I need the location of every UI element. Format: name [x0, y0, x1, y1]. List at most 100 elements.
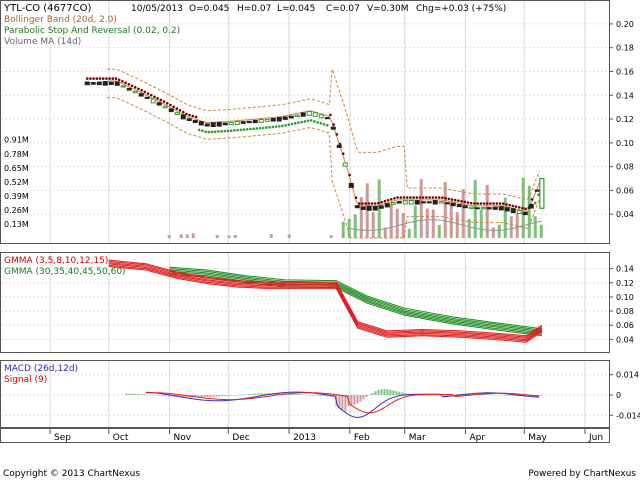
macd-histogram-bar	[215, 395, 218, 397]
macd-histogram-bar	[140, 394, 143, 395]
price-candle	[450, 202, 456, 207]
sar-dot	[521, 206, 524, 210]
macd-histogram-bar	[398, 391, 401, 395]
volume-bar	[533, 216, 537, 238]
volume-tick-label: 0.91M	[4, 136, 29, 145]
price-candle	[486, 207, 492, 210]
macd-histogram-bar	[401, 392, 404, 395]
sar-dot	[220, 130, 223, 133]
macd-histogram-bar	[374, 391, 377, 395]
macd-histogram-bar	[134, 393, 137, 395]
sar-dot	[437, 196, 441, 199]
legend-gmma-short: GMMA (3,5,8,10,12,15)	[4, 256, 108, 266]
sar-dot	[332, 123, 335, 126]
macd-histogram-bar	[395, 391, 398, 395]
macd-histogram-bar	[254, 393, 257, 395]
macd-histogram-bar	[149, 394, 152, 396]
sar-dot	[354, 196, 358, 200]
sar-dot	[479, 202, 483, 205]
sar-dot	[137, 87, 140, 91]
volume-bar	[401, 212, 405, 238]
close-label: C=0.07	[326, 4, 360, 14]
volume-bar	[449, 200, 453, 238]
macd-histogram-bar	[386, 389, 389, 395]
sar-dot	[508, 203, 511, 207]
volume-tick-label: 0.52M	[4, 178, 29, 187]
macd-histogram-bar	[383, 389, 386, 395]
volume-bar	[509, 216, 513, 238]
volume-bar	[371, 212, 375, 238]
sar-dot	[101, 77, 105, 80]
price-tick-label: 0.06	[616, 186, 634, 195]
sar-dot	[309, 119, 313, 122]
powered-by-text: Powered by ChartNexus	[528, 469, 636, 479]
sar-dot	[364, 202, 367, 205]
price-candle	[462, 205, 468, 209]
gmma-long-line	[169, 268, 542, 331]
sar-dot	[268, 125, 271, 129]
macd-histogram-bar	[443, 395, 446, 398]
price-candle	[132, 90, 138, 94]
sar-dot	[386, 198, 390, 202]
price-candle	[432, 200, 438, 205]
sar-dot	[367, 202, 371, 205]
price-candle	[102, 81, 108, 86]
macd-histogram-bar	[293, 393, 296, 395]
sar-dot	[153, 95, 156, 99]
price-candle	[414, 200, 420, 205]
sar-dot	[156, 97, 159, 100]
sar-dot	[89, 77, 92, 80]
sar-dot	[162, 100, 166, 103]
sar-dot	[124, 81, 127, 85]
volume-bar	[431, 209, 435, 238]
macd-histogram-bar	[239, 394, 242, 396]
macd-histogram-bar	[458, 393, 461, 395]
sar-dot	[169, 103, 172, 107]
volume-label: V=0.30M	[367, 4, 409, 14]
macd-histogram-bar	[251, 393, 254, 395]
volume-tick-label: 0.78M	[4, 150, 29, 159]
price-candle	[228, 121, 234, 126]
price-candle	[90, 82, 96, 85]
price-candle	[108, 81, 114, 85]
macd-histogram-bar	[392, 390, 395, 395]
volume-bar	[329, 235, 333, 238]
sar-dot	[172, 105, 175, 109]
volume-bar	[497, 224, 501, 238]
macd-histogram-bar	[527, 395, 530, 397]
price-candle	[294, 114, 300, 118]
price-candle	[522, 211, 528, 216]
macd-histogram-bar	[236, 395, 239, 396]
price-tick-label: 0.04	[616, 210, 634, 219]
price-candle	[162, 105, 168, 109]
sar-dot	[261, 126, 265, 130]
macd-histogram-bar	[209, 395, 212, 397]
macd-histogram-bar	[380, 389, 383, 395]
macd-histogram-bar	[500, 395, 503, 396]
gmma-long-line	[169, 272, 542, 335]
price-tick-label: 0.08	[616, 163, 634, 172]
change-label: Chg=+0.03 (+75%)	[416, 4, 506, 14]
macd-histogram-bar	[503, 395, 506, 396]
macd-histogram-bar	[287, 393, 290, 395]
sar-dot	[149, 93, 153, 97]
price-candle	[222, 122, 228, 126]
macd-histogram-bar	[197, 395, 200, 398]
x-tick-label: May	[528, 433, 547, 443]
sar-dot	[447, 197, 451, 201]
price-candle	[270, 118, 276, 122]
macd-histogram-bar	[515, 395, 518, 397]
sar-dot	[181, 110, 185, 114]
sar-dot	[418, 196, 422, 199]
sar-dot	[393, 196, 396, 200]
sar-dot	[117, 78, 121, 82]
macd-histogram-bar	[302, 394, 305, 396]
macd-histogram-bar	[227, 395, 230, 396]
sar-dot	[229, 129, 233, 132]
sar-dot	[146, 92, 150, 95]
price-candle	[474, 207, 480, 210]
price-candle	[96, 81, 102, 86]
macd-histogram-bar	[359, 395, 362, 402]
gmma-long-line	[169, 269, 542, 333]
